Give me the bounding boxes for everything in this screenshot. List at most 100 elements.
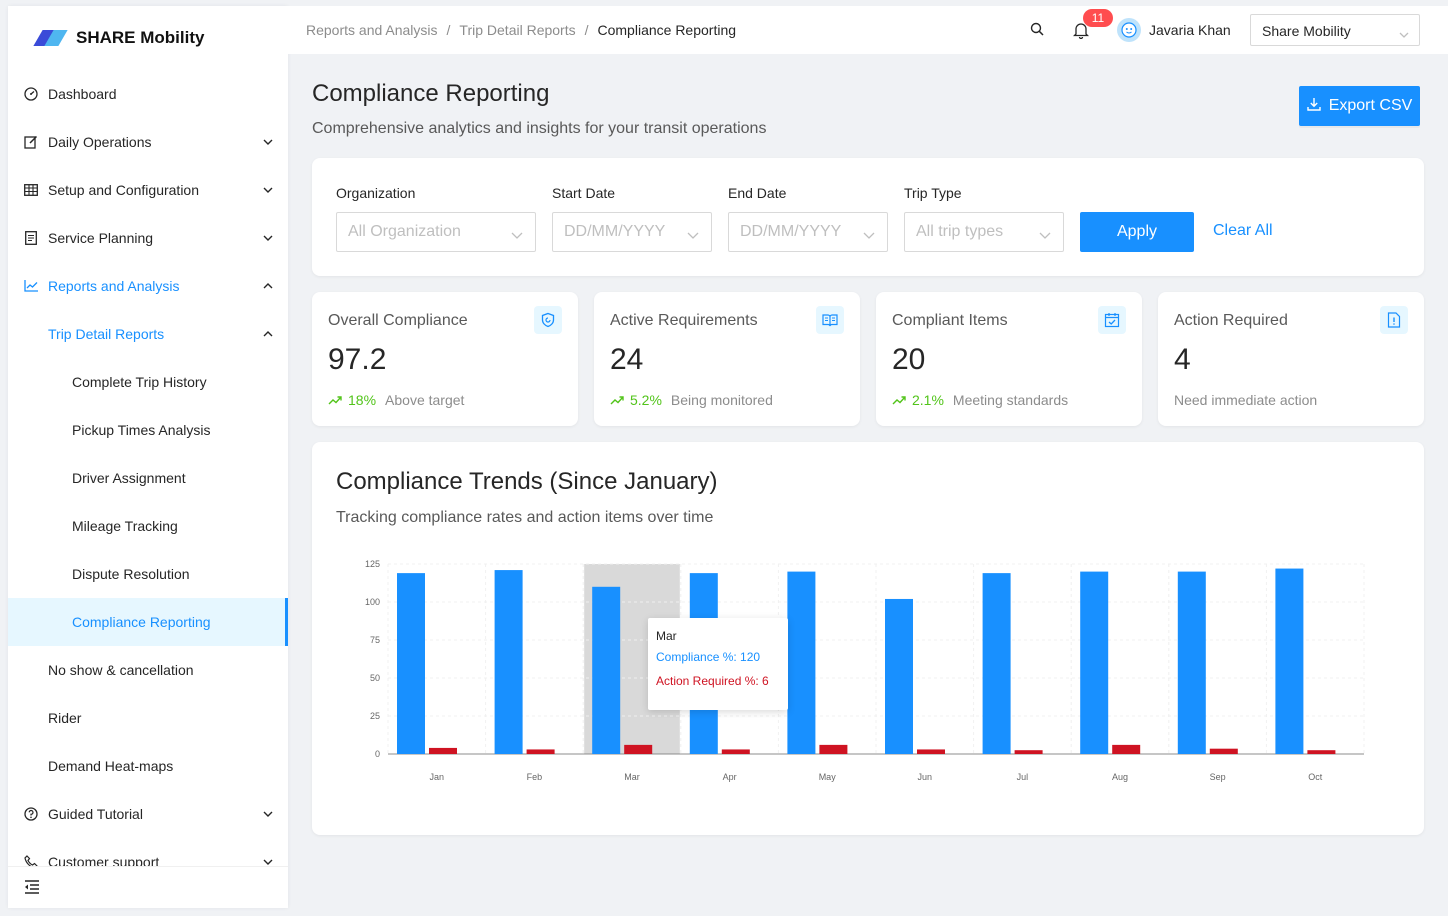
start-date-placeholder: DD/MM/YYYY	[564, 223, 666, 240]
sidebar-item-service-planning[interactable]: Service Planning	[8, 214, 288, 262]
sidebar-item-no-show-cancellation[interactable]: No show & cancellation	[8, 646, 288, 694]
app-logo[interactable]: SHARE Mobility	[32, 26, 204, 50]
compliance-bar	[787, 571, 816, 754]
sidebar-item-label: Driver Assignment	[72, 470, 186, 486]
organization-select[interactable]: All Organization	[336, 212, 536, 252]
sidebar-item-label: Daily Operations	[48, 134, 152, 150]
dashboard-icon	[23, 86, 39, 102]
y-tick-label: 50	[370, 673, 380, 683]
sidebar-item-complete-trip-history[interactable]: Complete Trip History	[8, 358, 288, 406]
x-tick-label: Sep	[1210, 772, 1226, 782]
sidebar-item-trip-detail-reports[interactable]: Trip Detail Reports	[8, 310, 288, 358]
sidebar-item-rider[interactable]: Rider	[8, 694, 288, 742]
compliance-trends-chart[interactable]: 0 25 50 75 100 125 Jan Feb Mar Apr May Jun Jul Aug Sep…	[312, 442, 1424, 835]
edit-icon	[23, 134, 39, 150]
sidebar-item-label: Setup and Configuration	[48, 182, 199, 198]
breadcrumb-item[interactable]: Trip Detail Reports	[459, 22, 576, 38]
chevron-down-icon	[262, 856, 274, 868]
export-csv-button[interactable]: Export CSV	[1299, 86, 1420, 126]
stat-value: 4	[1174, 343, 1191, 376]
end-date-picker[interactable]: DD/MM/YYYY	[728, 212, 888, 252]
start-date-picker[interactable]: DD/MM/YYYY	[552, 212, 712, 252]
stat-card-overall-compliance: Overall Compliance 97.2 18% Above target	[312, 292, 578, 426]
stat-note: Meeting standards	[952, 392, 1069, 408]
sidebar-item-demand-heat-maps[interactable]: Demand Heat-maps	[8, 742, 288, 790]
stat-value: 20	[892, 343, 926, 376]
chevron-down-icon	[262, 184, 274, 196]
organization-label: Organization	[336, 185, 416, 201]
stat-note: Being monitored	[670, 392, 773, 408]
end-date-placeholder: DD/MM/YYYY	[740, 223, 842, 240]
breadcrumb-current: Compliance Reporting	[597, 22, 737, 38]
sidebar-item-compliance-reporting[interactable]: Compliance Reporting	[8, 598, 288, 646]
compliance-bar	[1080, 571, 1109, 754]
stat-footer: 2.1% Meeting standards	[892, 392, 1068, 408]
question-circle-icon	[23, 806, 39, 822]
sidebar-item-mileage-tracking[interactable]: Mileage Tracking	[8, 502, 288, 550]
sidebar-item-label: Compliance Reporting	[72, 614, 211, 630]
stat-title: Active Requirements	[610, 312, 758, 329]
compliance-bar	[885, 598, 913, 754]
sidebar-item-pickup-times-analysis[interactable]: Pickup Times Analysis	[8, 406, 288, 454]
sidebar: SHARE Mobility Dashboard Daily Operation…	[8, 6, 288, 908]
trend-up-icon	[328, 392, 342, 408]
trip-type-select[interactable]: All trip types	[904, 212, 1064, 252]
organization-switcher[interactable]: Share Mobility	[1250, 14, 1420, 46]
menu-fold-icon[interactable]	[24, 880, 40, 899]
end-date-label: End Date	[728, 185, 787, 201]
chart-subtitle: Tracking compliance rates and action ite…	[336, 509, 714, 526]
compliance-bar	[494, 570, 523, 754]
sidebar-nav: Dashboard Daily Operations Setup and Con…	[8, 70, 288, 886]
x-tick-label: Feb	[527, 772, 543, 782]
sidebar-item-dashboard[interactable]: Dashboard	[8, 70, 288, 118]
tooltip-action-required: Action Required %: 6	[656, 674, 769, 688]
organization-switcher-value: Share Mobility	[1262, 23, 1351, 39]
sidebar-item-reports-analysis[interactable]: Reports and Analysis	[8, 262, 288, 310]
x-tick-label: Jun	[918, 772, 933, 782]
avatar[interactable]	[1117, 18, 1141, 42]
chart-tooltip: Mar Compliance %: 120 Action Required %:…	[648, 618, 788, 710]
chevron-up-icon	[262, 328, 274, 340]
sidebar-item-dispute-resolution[interactable]: Dispute Resolution	[8, 550, 288, 598]
stat-card-action-required: Action Required 4 Need immediate action	[1158, 292, 1424, 426]
y-tick-label: 25	[370, 711, 380, 721]
stat-card-active-requirements: Active Requirements 24 5.2% Being monito…	[594, 292, 860, 426]
action-required-bar	[1307, 750, 1336, 754]
sidebar-item-label: Dispute Resolution	[72, 566, 190, 582]
sidebar-item-setup-configuration[interactable]: Setup and Configuration	[8, 166, 288, 214]
table-icon	[23, 182, 39, 198]
stat-trend: 18%	[348, 392, 377, 408]
app-name: SHARE Mobility	[76, 28, 205, 47]
sidebar-item-label: Service Planning	[48, 230, 154, 246]
action-required-bar	[917, 749, 945, 754]
chevron-down-icon	[262, 232, 274, 244]
search-icon[interactable]	[1030, 22, 1044, 41]
sidebar-item-guided-tutorial[interactable]: Guided Tutorial	[8, 790, 288, 838]
breadcrumb-item[interactable]: Reports and Analysis	[306, 22, 438, 38]
page-title: Compliance Reporting	[312, 80, 550, 107]
tooltip-month: Mar	[656, 629, 677, 643]
phone-icon	[23, 854, 39, 870]
chevron-down-icon	[1399, 25, 1409, 41]
bell-icon[interactable]	[1072, 22, 1090, 44]
action-required-bar	[1112, 744, 1141, 754]
stat-title: Compliant Items	[892, 312, 1008, 329]
calendar-check-icon	[1098, 306, 1126, 334]
x-tick-label: Jul	[1017, 772, 1029, 782]
user-name[interactable]: Javaria Khan	[1149, 22, 1231, 38]
stat-value: 97.2	[328, 343, 387, 376]
y-tick-label: 125	[365, 559, 380, 569]
compliance-bar	[1177, 571, 1206, 754]
file-alert-icon	[1380, 306, 1408, 334]
breadcrumb-separator: /	[584, 22, 589, 38]
apply-button[interactable]: Apply	[1080, 212, 1194, 252]
stat-note: Need immediate action	[1174, 392, 1318, 408]
notification-badge: 11	[1083, 9, 1113, 27]
clear-all-button[interactable]: Clear All	[1213, 222, 1273, 239]
chart-title: Compliance Trends (Since January)	[336, 468, 718, 495]
compliance-bar	[982, 573, 1011, 754]
sidebar-item-label: Dashboard	[48, 86, 117, 102]
compliance-bar	[1275, 568, 1304, 754]
sidebar-item-driver-assignment[interactable]: Driver Assignment	[8, 454, 288, 502]
sidebar-item-daily-operations[interactable]: Daily Operations	[8, 118, 288, 166]
